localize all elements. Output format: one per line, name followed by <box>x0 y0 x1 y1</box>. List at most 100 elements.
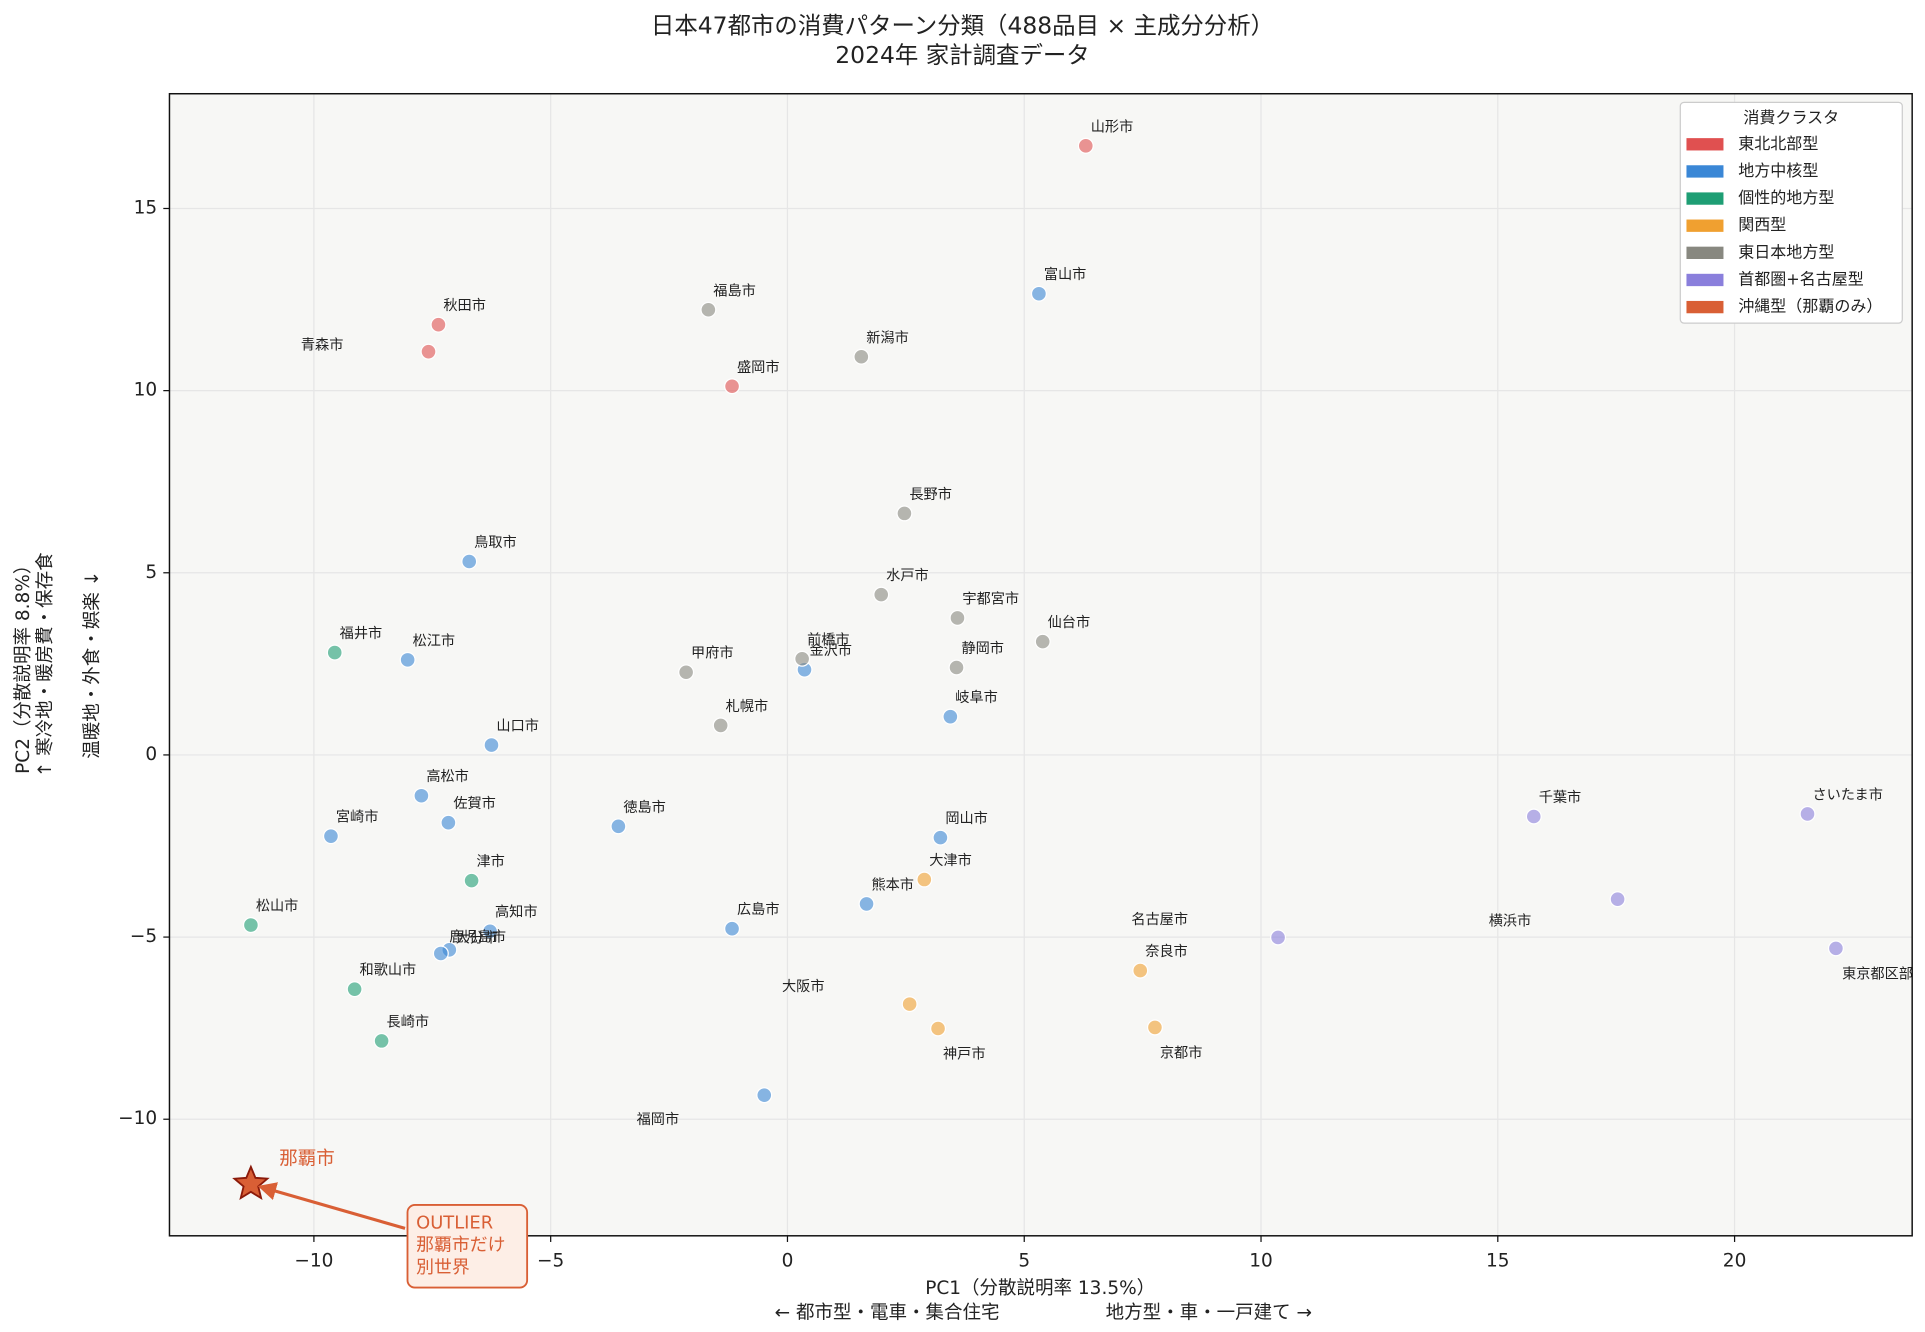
point-label: 長崎市 <box>387 1013 430 1030</box>
x-tick-label: 5 <box>1018 1251 1030 1272</box>
point-label: 金沢市 <box>809 642 852 659</box>
point <box>1799 805 1816 822</box>
point <box>858 895 875 912</box>
point-label: 新潟市 <box>866 329 909 346</box>
legend-swatch <box>1686 219 1724 232</box>
annotation-text: 那覇市だけ <box>416 1235 505 1256</box>
point-label: 熊本市 <box>871 876 914 893</box>
point <box>1270 929 1287 946</box>
point <box>461 553 478 570</box>
point-label: 福岡市 <box>637 1111 680 1128</box>
point-label: 山口市 <box>496 718 539 735</box>
point <box>942 708 959 725</box>
point-label: 松江市 <box>413 632 456 649</box>
point-label: 宮崎市 <box>336 809 379 826</box>
point <box>756 1087 773 1104</box>
point <box>678 664 695 681</box>
chart-subtitle: 2024年 家計調査データ <box>835 41 1089 69</box>
x-tick-label: 10 <box>1249 1251 1273 1272</box>
point <box>1132 962 1149 979</box>
point-label: 鳥取市 <box>474 534 517 551</box>
point-label: 徳島市 <box>623 799 666 816</box>
point-label: 青森市 <box>301 336 344 353</box>
legend-swatch <box>1686 165 1724 178</box>
point-label: 宇都宮市 <box>962 590 1019 607</box>
point-label: 大津市 <box>929 852 972 869</box>
legend-label: 関西型 <box>1738 215 1786 234</box>
point <box>1146 1019 1163 1036</box>
point <box>1034 633 1051 650</box>
point-label: 松山市 <box>256 898 299 915</box>
point <box>932 829 949 846</box>
legend-label: 地方中核型 <box>1738 161 1818 180</box>
legend-label: 東北北部型 <box>1738 134 1818 153</box>
legend: 消費クラスタ 東北北部型地方中核型個性的地方型関西型東日本地方型首都圏+名古屋型… <box>1679 101 1903 324</box>
point <box>896 505 913 522</box>
point-label: 津市 <box>477 853 505 870</box>
point-label: 千葉市 <box>1539 789 1582 806</box>
point <box>794 650 811 667</box>
point-label: 長野市 <box>909 486 952 503</box>
point <box>322 828 339 845</box>
point-label: 盛岡市 <box>737 359 780 376</box>
point-label: 富山市 <box>1044 266 1087 283</box>
point <box>724 378 741 395</box>
point <box>483 737 500 754</box>
point-label: 山形市 <box>1091 118 1134 135</box>
point-label: 奈良市 <box>1145 943 1188 960</box>
annotation-box <box>406 1204 529 1289</box>
point-label: 名古屋市 <box>1131 911 1188 928</box>
point-label: 佐賀市 <box>453 795 496 812</box>
point-label: 東京都区部 <box>1842 966 1913 982</box>
point <box>700 301 717 318</box>
legend-title: 消費クラスタ <box>1743 108 1839 127</box>
point <box>326 644 343 661</box>
y-axis-label-up: ↑ 寒冷地・暖房費・保存食 <box>35 552 56 777</box>
point <box>873 586 890 603</box>
plot-area <box>169 93 1913 1236</box>
annotation-text: OUTLIER <box>416 1212 493 1233</box>
point-label: 神戸市 <box>943 1045 986 1062</box>
y-tick-label: 0 <box>145 744 157 765</box>
y-axis-label-down: 温暖地・外食・娯楽 ↓ <box>82 571 103 759</box>
point <box>901 996 918 1013</box>
point-label: 京都市 <box>1160 1044 1203 1061</box>
point <box>1525 808 1542 825</box>
point <box>930 1020 947 1037</box>
legend-label: 個性的地方型 <box>1738 188 1834 207</box>
point <box>712 717 729 734</box>
point-label: 横浜市 <box>1489 912 1532 929</box>
y-tick-label: 5 <box>145 562 157 583</box>
legend-swatch <box>1686 300 1724 314</box>
x-tick-label: 15 <box>1486 1251 1510 1272</box>
point-label: 福井市 <box>340 625 383 642</box>
point <box>399 651 416 668</box>
point <box>1827 940 1844 957</box>
point-label: 那覇市 <box>279 1148 335 1169</box>
y-axis-label: PC2（分散説明率 8.8%） <box>13 556 34 774</box>
x-axis-label: PC1（分散説明率 13.5%） <box>925 1278 1155 1299</box>
point-label: 広島市 <box>737 901 780 918</box>
point-label: 高松市 <box>426 768 469 785</box>
point-label: さいたま市 <box>1812 786 1882 803</box>
point <box>432 945 449 962</box>
point-label: 岡山市 <box>945 810 988 827</box>
point-label: 仙台市 <box>1048 614 1091 631</box>
x-tick-label: 20 <box>1723 1251 1747 1272</box>
point <box>346 981 363 998</box>
point <box>724 920 741 937</box>
x-axis-label-left: ← 都市型・電車・集合住宅 <box>775 1303 1000 1324</box>
y-tick-label: 10 <box>134 380 158 401</box>
x-tick-label: −5 <box>537 1251 564 1272</box>
point <box>463 872 480 889</box>
point <box>482 923 499 940</box>
point-label: 前橋市 <box>807 631 850 648</box>
legend-swatch <box>1686 273 1724 287</box>
point <box>610 818 627 835</box>
point <box>853 348 870 365</box>
legend-swatch <box>1686 246 1724 259</box>
point <box>440 814 457 831</box>
point <box>916 871 933 888</box>
